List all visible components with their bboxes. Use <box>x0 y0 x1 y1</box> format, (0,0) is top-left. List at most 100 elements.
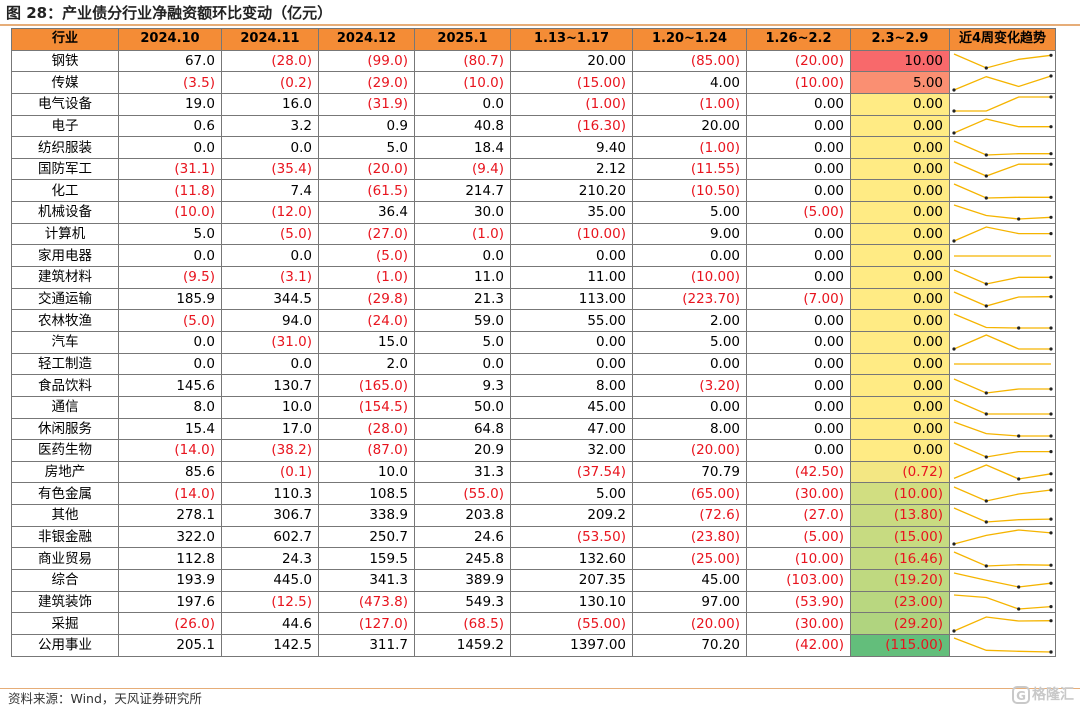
column-header: 近4周变化趋势 <box>949 28 1056 51</box>
value-cell: (11.8) <box>118 179 222 203</box>
sparkline-point <box>1049 295 1053 299</box>
value-cell: 1397.00 <box>510 633 633 657</box>
latest-week-cell: 0.00 <box>850 179 950 203</box>
value-cell: (37.54) <box>510 460 633 484</box>
value-cell: 0.0 <box>118 136 222 159</box>
table-row: 国防军工 (31.1) (35.4) (20.0) (9.4) 2.12 (11.55) 0.… <box>11 157 1056 181</box>
sparkline-line <box>953 377 1051 394</box>
value-cell: 2.0 <box>318 352 415 376</box>
value-cell: (5.0) <box>318 244 415 268</box>
sparkline-point <box>1049 151 1053 155</box>
trend-sparkline-cell <box>949 201 1056 224</box>
value-cell: (103.00) <box>746 569 851 592</box>
trend-sparkline-cell <box>949 374 1056 397</box>
trend-sparkline-cell <box>949 49 1056 73</box>
value-cell: 1459.2 <box>414 633 511 657</box>
trend-sparkline-cell <box>949 179 1056 203</box>
sparkline-point <box>1049 434 1053 438</box>
value-cell: (10.00) <box>746 71 851 94</box>
latest-week-cell: 0.00 <box>850 136 950 159</box>
value-cell: 130.7 <box>221 374 319 397</box>
table-row: 食品饮料 145.6 130.7 (165.0) 9.3 8.00 (3.20) 0.00 0.… <box>11 374 1056 397</box>
value-cell: 4.00 <box>632 71 747 94</box>
trend-sparkline-cell <box>949 395 1056 419</box>
sparkline <box>952 226 1053 243</box>
trend-sparkline-cell <box>949 460 1056 484</box>
industry-cell: 化工 <box>11 179 119 203</box>
value-cell: (61.5) <box>318 179 415 203</box>
value-cell: (127.0) <box>318 612 415 635</box>
sparkline-point <box>1049 563 1053 567</box>
value-cell: 44.6 <box>221 612 319 635</box>
sparkline-line <box>953 615 1052 632</box>
table-row: 农林牧渔 (5.0) 94.0 (24.0) 59.0 55.00 2.00 0.00 0.00 <box>11 309 1056 332</box>
sparkline <box>952 529 1053 546</box>
table-row: 纺织服装 0.0 0.0 5.0 18.4 9.40 (1.00) 0.00 0.00 <box>11 136 1056 159</box>
value-cell: 35.00 <box>510 201 633 224</box>
industry-cell: 非银金融 <box>11 525 119 549</box>
latest-week-cell: 0.00 <box>850 352 950 376</box>
value-cell: 0.0 <box>118 330 222 354</box>
sparkline-point <box>1049 604 1053 609</box>
value-cell: (28.0) <box>221 49 319 73</box>
value-cell: 207.35 <box>510 569 633 592</box>
trend-sparkline-cell <box>949 569 1056 592</box>
value-cell: (1.0) <box>318 266 415 289</box>
value-cell: (42.00) <box>746 633 851 657</box>
value-cell: (3.1) <box>221 266 319 289</box>
industry-cell: 商业贸易 <box>11 547 119 571</box>
sparkline-line <box>953 313 1051 329</box>
value-cell: (30.00) <box>746 612 851 635</box>
table-row: 非银金融 322.0 602.7 250.7 24.6 (53.50) (23.80) (5.… <box>11 525 1056 549</box>
value-cell: 0.00 <box>746 352 851 376</box>
sparkline-point <box>984 196 988 200</box>
sparkline-point <box>1049 232 1053 236</box>
value-cell: 113.00 <box>510 287 633 311</box>
latest-week-cell: 0.00 <box>850 201 950 224</box>
value-cell: (20.00) <box>632 439 747 462</box>
value-cell: (31.9) <box>318 92 415 116</box>
latest-week-cell: (19.20) <box>850 569 950 592</box>
sparkline-point <box>952 347 956 351</box>
sparkline <box>953 551 1053 568</box>
sparkline-line <box>953 486 1052 502</box>
value-cell: 110.3 <box>221 482 319 506</box>
value-cell: (5.00) <box>746 201 851 224</box>
value-cell: 5.00 <box>632 201 747 224</box>
value-cell: 197.6 <box>118 590 222 614</box>
value-cell: (31.1) <box>118 157 222 181</box>
value-cell: 142.5 <box>221 633 319 657</box>
value-cell: (10.00) <box>746 547 851 571</box>
latest-week-cell: (13.80) <box>850 504 950 527</box>
industry-cell: 建筑材料 <box>11 266 119 289</box>
sparkline-line <box>953 421 1051 437</box>
industry-cell: 公用事业 <box>11 633 119 657</box>
value-cell: (28.0) <box>318 417 415 441</box>
latest-week-cell: (0.72) <box>850 460 950 484</box>
watermark: G 格隆汇 <box>1012 684 1074 706</box>
trend-sparkline-cell <box>949 287 1056 311</box>
latest-week-cell: 0.00 <box>850 439 950 462</box>
value-cell: 15.4 <box>118 417 222 441</box>
sparkline-point <box>984 304 988 308</box>
value-cell: 278.1 <box>118 504 222 527</box>
sparkline <box>953 594 1053 611</box>
value-cell: 11.0 <box>414 266 511 289</box>
value-cell: (35.4) <box>221 157 319 181</box>
trend-sparkline-cell <box>949 309 1056 332</box>
trend-sparkline-cell <box>949 525 1056 549</box>
industry-cell: 房地产 <box>11 460 119 484</box>
industry-cell: 医药生物 <box>11 439 119 462</box>
sparkline-point <box>1017 477 1021 481</box>
sparkline-point <box>984 282 988 286</box>
value-cell: 70.20 <box>632 633 747 657</box>
sparkline-point <box>984 390 988 395</box>
value-cell: 108.5 <box>318 482 415 506</box>
sparkline <box>953 399 1053 416</box>
sparkline-point <box>952 542 956 546</box>
value-cell: 18.4 <box>414 136 511 159</box>
value-cell: (27.0) <box>318 222 415 246</box>
sparkline-point <box>1049 124 1053 129</box>
value-cell: (38.2) <box>221 439 319 462</box>
sparkline-line <box>953 74 1052 91</box>
